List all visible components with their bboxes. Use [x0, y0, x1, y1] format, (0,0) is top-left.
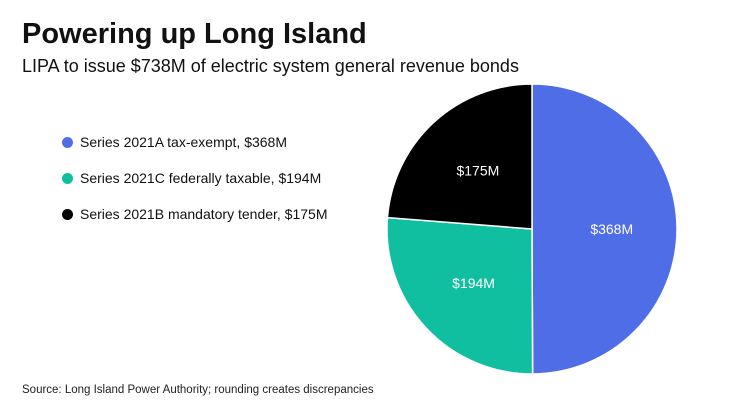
chart-title: Powering up Long Island — [22, 18, 367, 50]
legend-item: Series 2021B mandatory tender, $175M — [62, 196, 328, 232]
pie-slice-1 — [386, 216, 534, 375]
legend-label: Series 2021C federally taxable, $194M — [80, 170, 322, 186]
source-note: Source: Long Island Power Authority; rou… — [22, 384, 374, 396]
legend-label: Series 2021B mandatory tender, $175M — [80, 206, 328, 222]
pie-slice-0 — [531, 83, 678, 375]
pie-slice-2 — [386, 83, 533, 230]
slice-label: $194M — [452, 275, 495, 291]
slice-label: $175M — [456, 162, 499, 178]
chart-subtitle: LIPA to issue $738M of electric system g… — [22, 56, 519, 76]
legend: Series 2021A tax-exempt, $368M Series 20… — [62, 124, 328, 232]
legend-dot — [62, 136, 73, 148]
legend-item: Series 2021C federally taxable, $194M — [62, 160, 328, 196]
legend-item: Series 2021A tax-exempt, $368M — [62, 124, 328, 160]
legend-dot — [62, 172, 73, 184]
slice-label: $368M — [590, 221, 633, 237]
legend-label: Series 2021A tax-exempt, $368M — [80, 134, 288, 150]
legend-dot — [62, 208, 73, 220]
